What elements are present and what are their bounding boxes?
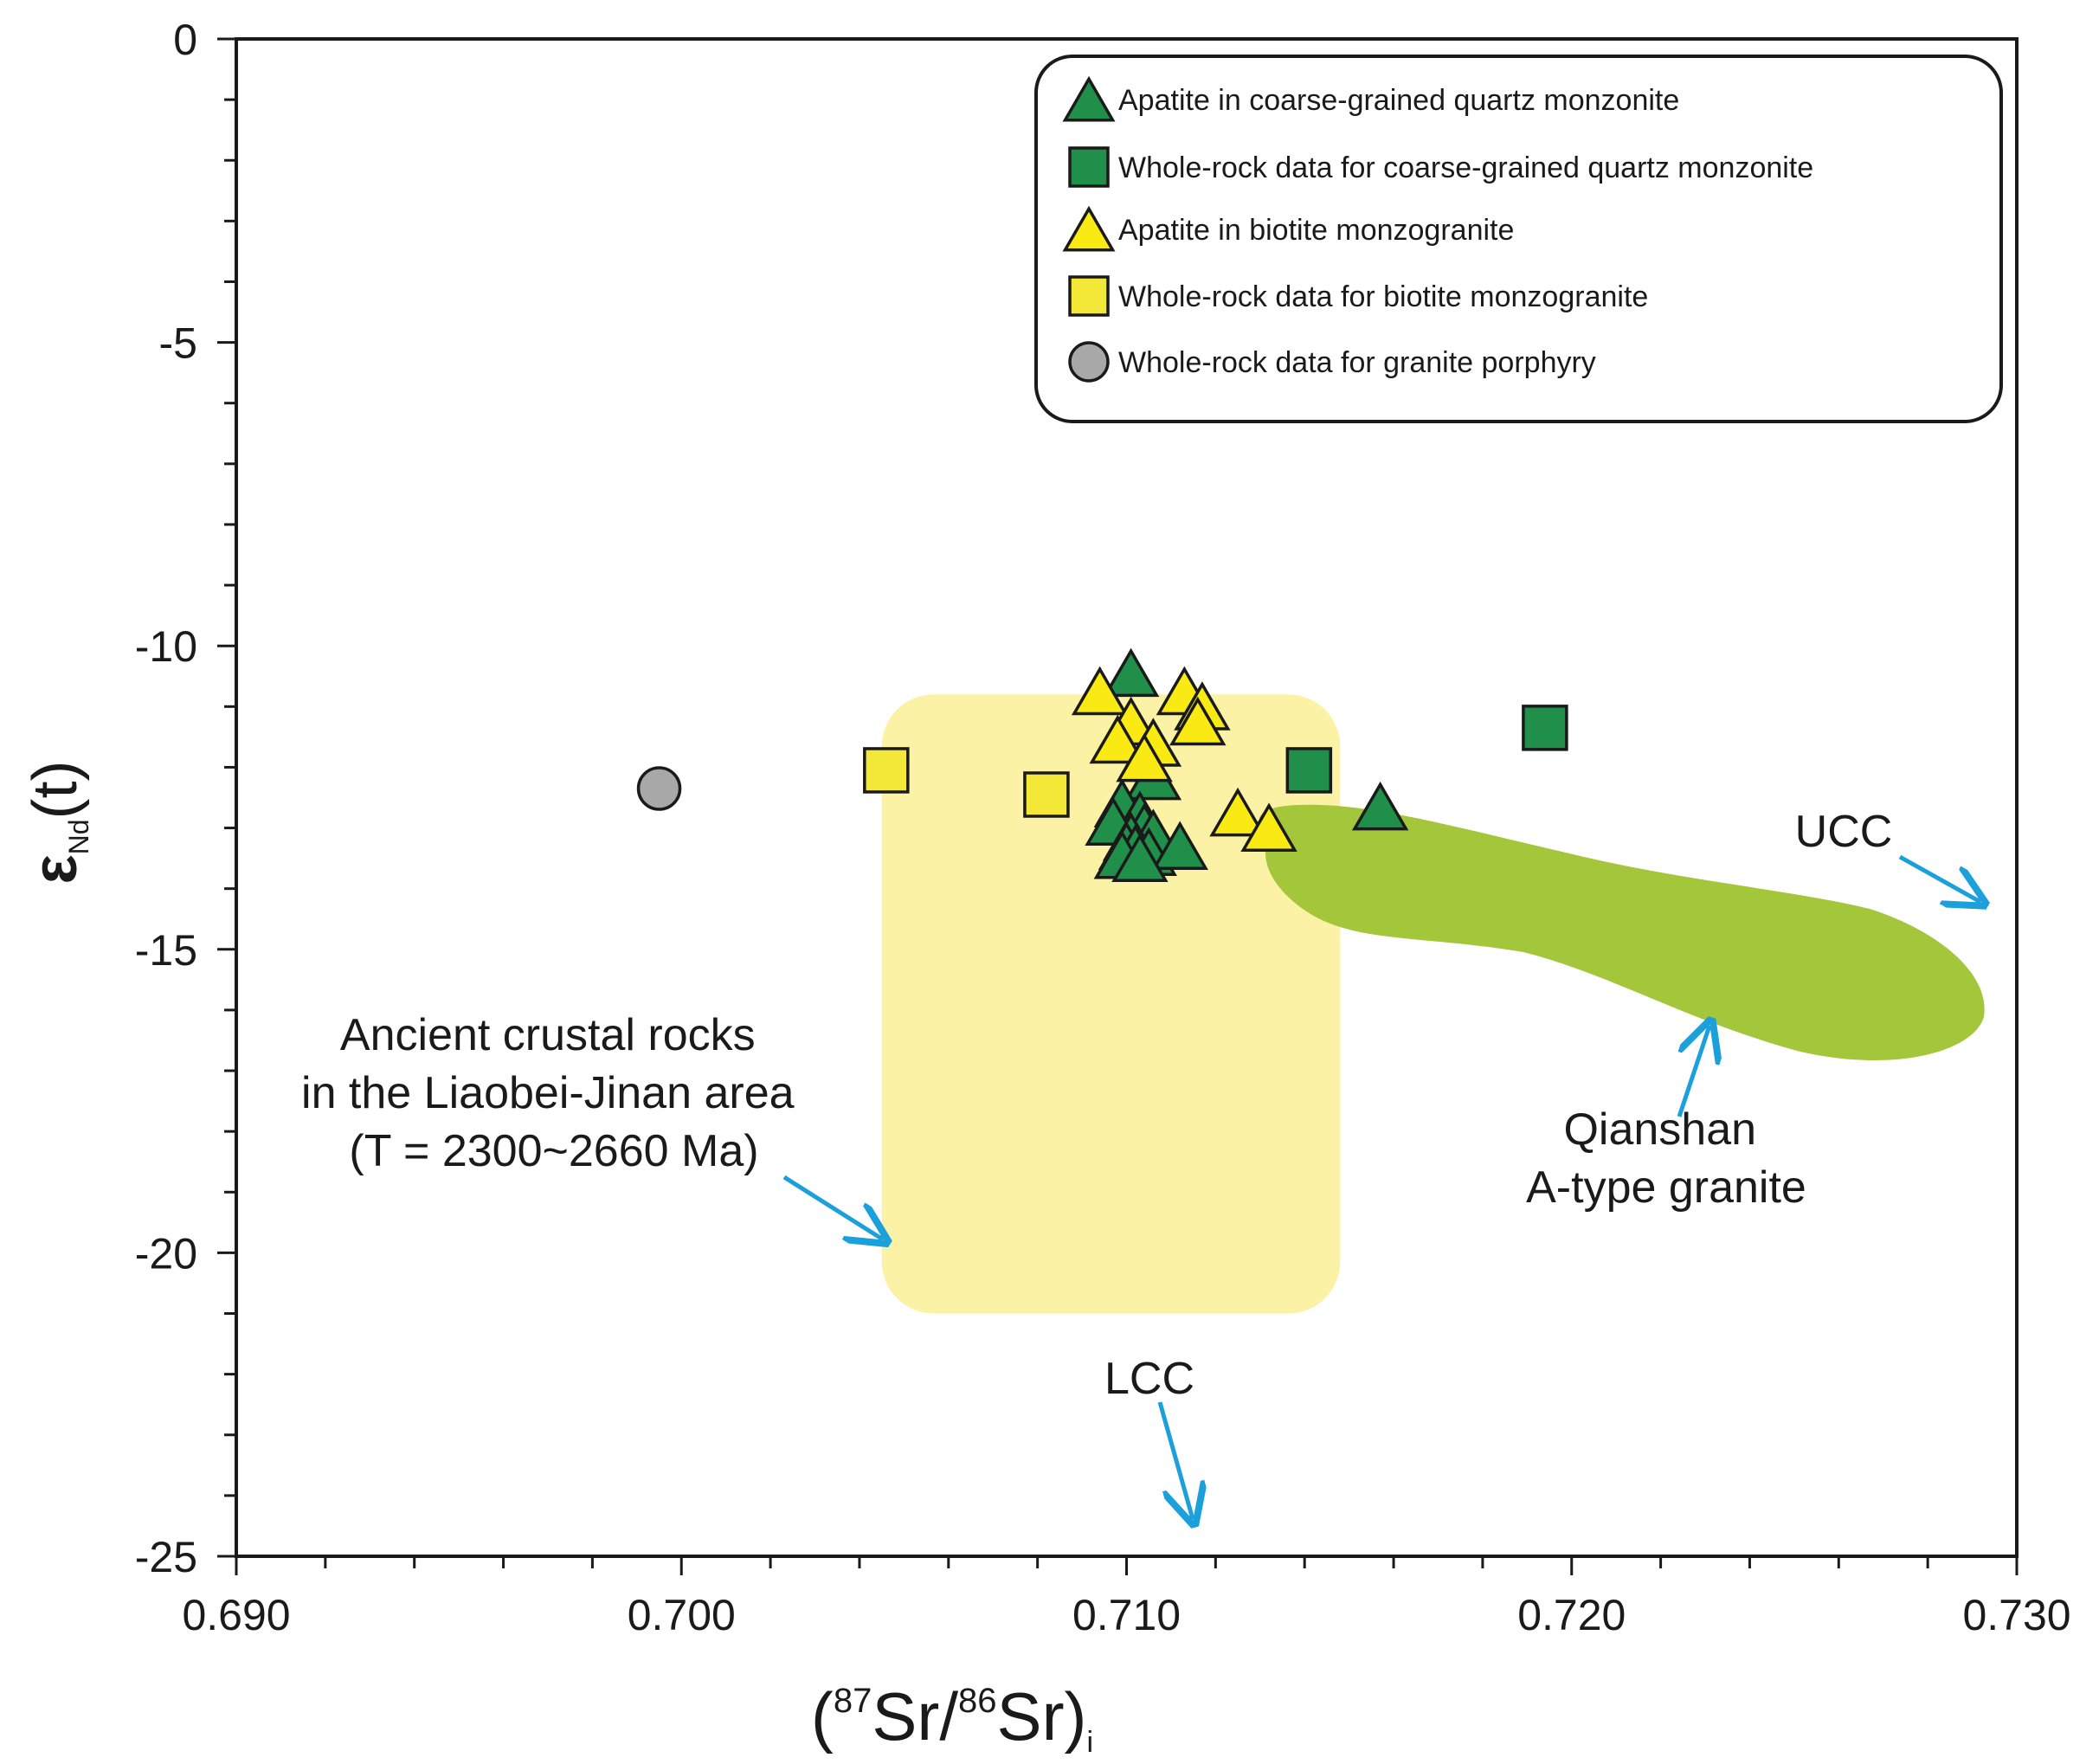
lcc-label: LCC [1104,1354,1194,1404]
y-tick-label: -10 [135,622,197,671]
qianshan-field-label-line1: Qianshan [1563,1104,1756,1155]
legend-marker-1 [1068,146,1110,188]
ucc-label: UCC [1795,807,1893,857]
data-point-series-0 [1351,781,1409,831]
legend-marker-0 [1062,75,1116,122]
y-tick-label: 0 [173,16,197,64]
data-point-series-4 [636,766,682,811]
x-tick-label: 0.720 [1517,1591,1626,1639]
data-point-series-3 [1023,771,1070,818]
x-tick-label: 0.700 [628,1591,736,1639]
legend-box [1034,55,2003,423]
qianshan-field-arrow [1677,1026,1709,1117]
data-point-series-2 [1209,787,1266,837]
legend-label-3: Whole-rock data for biotite monzogranite [1118,280,1648,313]
y-tick-label: -5 [159,319,197,368]
x-tick-label: 0.710 [1072,1591,1181,1639]
qianshan-field [1259,804,1985,1061]
ucc-arrow [1898,854,1980,902]
ancient-field-label: Ancient crustal rocks in the Liaobei-Jin… [301,1010,807,1176]
legend-marker-3 [1068,275,1110,317]
ancient-field-label-line3: (T = 2300~2660 Ma) [349,1126,758,1176]
y-tick-label: -15 [135,926,197,975]
data-point-series-1 [1285,747,1333,794]
legend-marker-2 [1062,205,1116,252]
lcc-arrow [1157,1401,1193,1519]
x-axis-title-sup1: 87 [834,1682,872,1720]
qianshan-field-label: Qianshan A-type granite [1526,1104,1806,1213]
data-point-series-2 [1071,666,1129,716]
data-point-series-3 [863,747,910,794]
data-point-series-2 [1240,802,1297,852]
ancient-field-label-line2: in the Liaobei-Jinan area [301,1068,795,1118]
legend-label-4: Whole-rock data for granite porphyry [1118,346,1596,379]
legend: Apatite in coarse-grained quartz monzoni… [1034,55,2003,423]
y-tick-label: -20 [135,1229,197,1278]
legend-label-0: Apatite in coarse-grained quartz monzoni… [1118,84,1679,117]
data-point-series-1 [1522,705,1568,751]
legend-label-2: Apatite in biotite monzogranite [1118,214,1514,247]
y-axis: 0 -5 -10 -15 -20 -25 [135,16,236,1581]
x-axis-title-mid: Sr/ [872,1678,958,1754]
x-tick-label: 0.730 [1962,1591,2070,1639]
data-point-series-0 [1102,647,1160,698]
legend-items: Apatite in coarse-grained quartz monzoni… [1062,75,1813,383]
x-tick-label: 0.690 [182,1591,290,1639]
data-points [636,647,1568,883]
data-point-series-2 [1169,696,1227,746]
legend-marker-4 [1068,341,1110,383]
x-axis-title-open: ( [811,1678,834,1754]
data-point-series-0 [1151,821,1208,870]
data-point-series-0 [1111,833,1169,883]
y-axis-title-main: ε [21,854,90,884]
y-axis-title: εNd(t) [21,760,94,884]
ancient-field-arrow [782,1175,883,1239]
x-axis-title-sub: i [1087,1726,1094,1759]
x-axis-title-sup2: 86 [958,1682,997,1720]
x-axis-title: (87Sr/86Sr)i [811,1678,1093,1759]
x-axis: 0.690 0.700 0.710 0.720 0.730 [182,1556,2071,1639]
ancient-field-label-line1: Ancient crustal rocks [340,1010,756,1060]
data-point-series-2 [1089,714,1146,764]
x-axis-title-tail: Sr) [997,1678,1087,1754]
y-axis-title-sub: Nd [63,819,94,854]
ancient-crustal-field [881,694,1341,1314]
y-axis-title-tail: (t) [21,760,90,819]
qianshan-field-label-line2: A-type granite [1526,1162,1806,1213]
legend-label-1: Whole-rock data for coarse-grained quart… [1118,151,1813,184]
data-point-series-2 [1116,732,1173,782]
y-tick-label: -25 [135,1533,197,1581]
